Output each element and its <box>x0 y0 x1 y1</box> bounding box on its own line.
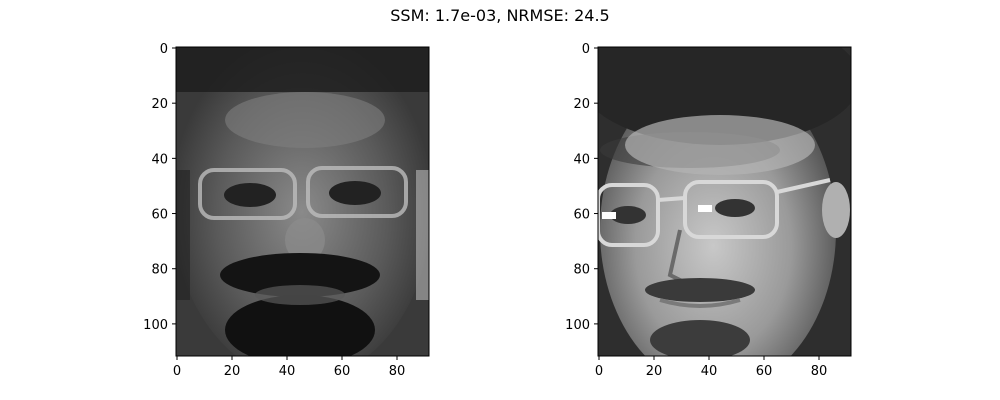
right-axes-frame <box>597 46 852 357</box>
right-xtick-label: 60 <box>756 364 773 379</box>
figure-suptitle: SSM: 1.7e-03, NRMSE: 24.5 <box>390 6 610 25</box>
left-xtick-label: 80 <box>389 364 406 379</box>
right-ytick-label: 40 <box>573 152 590 167</box>
right-xtick-label: 0 <box>595 364 603 379</box>
left-axes-frame <box>175 46 430 357</box>
left-ytick-label: 0 <box>160 42 168 57</box>
left-xtick-label: 0 <box>173 364 181 379</box>
left-xtick-label: 60 <box>334 364 351 379</box>
right-ytick-label: 0 <box>582 42 590 57</box>
right-ytick-label: 20 <box>573 97 590 112</box>
left-xtick-label: 40 <box>279 364 296 379</box>
right-image <box>598 47 851 356</box>
right-ytick-label: 80 <box>573 263 590 278</box>
left-ytick-label: 60 <box>151 208 168 223</box>
left-image <box>176 47 429 356</box>
left-ytick-label: 20 <box>151 97 168 112</box>
right-ytick-label: 60 <box>573 208 590 223</box>
right-xtick-label: 80 <box>811 364 828 379</box>
right-xtick-label: 20 <box>646 364 663 379</box>
right-ytick-label: 100 <box>565 318 590 333</box>
left-ytick-label: 100 <box>143 318 168 333</box>
right-xtick-label: 40 <box>701 364 718 379</box>
left-xtick-label: 20 <box>224 364 241 379</box>
left-ytick-label: 80 <box>151 263 168 278</box>
left-ytick-label: 40 <box>151 152 168 167</box>
